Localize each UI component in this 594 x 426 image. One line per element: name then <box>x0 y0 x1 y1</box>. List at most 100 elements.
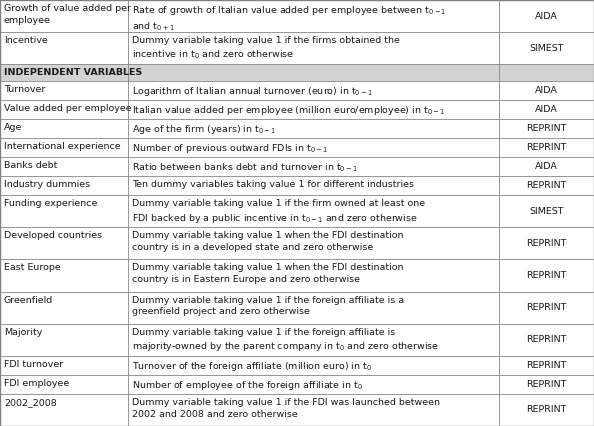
Bar <box>128 291 499 324</box>
Text: REPRINT: REPRINT <box>526 181 567 190</box>
Text: Incentive: Incentive <box>4 36 48 45</box>
Bar <box>499 176 594 195</box>
Text: Dummy variable taking value 1 if the FDI was launched between
2002 and 2008 and : Dummy variable taking value 1 if the FDI… <box>132 398 440 419</box>
Text: Dummy variable taking value 1 if the foreign affiliate is
majority-owned by the : Dummy variable taking value 1 if the for… <box>132 328 439 353</box>
Bar <box>499 227 594 259</box>
Text: SIMEST: SIMEST <box>529 44 564 53</box>
Bar <box>0 32 128 64</box>
Bar <box>0 291 128 324</box>
Text: Ratio between banks debt and turnover in t$_{0-1}$: Ratio between banks debt and turnover in… <box>132 161 358 174</box>
Text: Age of the firm (years) in t$_{0-1}$: Age of the firm (years) in t$_{0-1}$ <box>132 123 276 136</box>
Text: REPRINT: REPRINT <box>526 271 567 280</box>
Text: International experience: International experience <box>4 142 121 151</box>
Bar <box>0 259 128 291</box>
Text: 2002_2008: 2002_2008 <box>4 398 57 407</box>
Bar <box>499 81 594 101</box>
Bar <box>128 138 499 157</box>
Text: REPRINT: REPRINT <box>526 303 567 312</box>
Text: Dummy variable taking value 1 if the firm owned at least one
FDI backed by a pub: Dummy variable taking value 1 if the fir… <box>132 199 425 225</box>
Text: REPRINT: REPRINT <box>526 335 567 344</box>
Bar <box>499 32 594 64</box>
Text: Age: Age <box>4 123 23 132</box>
Bar <box>0 227 128 259</box>
Bar <box>128 375 499 394</box>
Text: Turnover of the foreign affiliate (million euro) in t$_{0}$: Turnover of the foreign affiliate (milli… <box>132 360 372 373</box>
Bar <box>0 119 128 138</box>
Bar <box>499 64 594 81</box>
Text: Majority: Majority <box>4 328 42 337</box>
Text: Rate of growth of Italian value added per employee between t$_{0-1}$
and t$_{0+1: Rate of growth of Italian value added pe… <box>132 4 446 33</box>
Bar <box>128 157 499 176</box>
Bar <box>128 81 499 101</box>
Bar <box>0 195 128 227</box>
Bar <box>128 119 499 138</box>
Text: AIDA: AIDA <box>535 86 558 95</box>
Text: AIDA: AIDA <box>535 105 558 114</box>
Text: East Europe: East Europe <box>4 263 61 272</box>
Bar <box>128 176 499 195</box>
Bar <box>128 356 499 375</box>
Bar <box>0 101 128 119</box>
Text: Funding experience: Funding experience <box>4 199 97 208</box>
Text: Industry dummies: Industry dummies <box>4 180 90 189</box>
Text: Number of previous outward FDIs in t$_{0-1}$: Number of previous outward FDIs in t$_{0… <box>132 142 328 155</box>
Text: Developed countries: Developed countries <box>4 231 102 240</box>
Bar <box>499 394 594 426</box>
Bar <box>128 227 499 259</box>
Text: INDEPENDENT VARIABLES: INDEPENDENT VARIABLES <box>4 69 142 78</box>
Bar <box>499 138 594 157</box>
Bar <box>0 356 128 375</box>
Text: AIDA: AIDA <box>535 12 558 20</box>
Text: FDI turnover: FDI turnover <box>4 360 63 369</box>
Text: Dummy variable taking value 1 when the FDI destination
country is in a developed: Dummy variable taking value 1 when the F… <box>132 231 403 252</box>
Bar <box>0 176 128 195</box>
Bar <box>0 138 128 157</box>
Text: Growth of value added per
employee: Growth of value added per employee <box>4 4 131 25</box>
Text: Italian value added per employee (million euro/employee) in t$_{0-1}$: Italian value added per employee (millio… <box>132 104 445 117</box>
Bar <box>128 101 499 119</box>
Text: Banks debt: Banks debt <box>4 161 58 170</box>
Bar <box>128 324 499 356</box>
Bar <box>0 394 128 426</box>
Text: REPRINT: REPRINT <box>526 143 567 152</box>
Text: REPRINT: REPRINT <box>526 406 567 414</box>
Text: Dummy variable taking value 1 if the firms obtained the
incentive in t$_{0}$ and: Dummy variable taking value 1 if the fir… <box>132 36 400 61</box>
Bar <box>499 324 594 356</box>
Text: Dummy variable taking value 1 when the FDI destination
country is in Eastern Eur: Dummy variable taking value 1 when the F… <box>132 263 403 284</box>
Text: Number of employee of the foreign affiliate in t$_{0}$: Number of employee of the foreign affili… <box>132 379 362 392</box>
Text: SIMEST: SIMEST <box>529 207 564 216</box>
Bar <box>128 64 499 81</box>
Bar <box>499 375 594 394</box>
Bar <box>0 64 128 81</box>
Bar <box>0 81 128 101</box>
Bar <box>0 375 128 394</box>
Text: Dummy variable taking value 1 if the foreign affiliate is a
greenfield project a: Dummy variable taking value 1 if the for… <box>132 296 404 317</box>
Bar <box>128 32 499 64</box>
Bar <box>128 259 499 291</box>
Bar <box>499 0 594 32</box>
Text: REPRINT: REPRINT <box>526 124 567 133</box>
Text: AIDA: AIDA <box>535 162 558 171</box>
Text: REPRINT: REPRINT <box>526 380 567 389</box>
Bar <box>499 356 594 375</box>
Bar <box>0 0 128 32</box>
Text: Logarithm of Italian annual turnover (euro) in t$_{0-1}$: Logarithm of Italian annual turnover (eu… <box>132 86 372 98</box>
Bar <box>499 195 594 227</box>
Bar <box>0 324 128 356</box>
Text: Value added per employee: Value added per employee <box>4 104 132 113</box>
Text: REPRINT: REPRINT <box>526 239 567 248</box>
Text: Greenfield: Greenfield <box>4 296 53 305</box>
Bar <box>128 0 499 32</box>
Bar <box>128 195 499 227</box>
Bar <box>499 119 594 138</box>
Bar <box>0 157 128 176</box>
Bar <box>499 157 594 176</box>
Text: Ten dummy variables taking value 1 for different industries: Ten dummy variables taking value 1 for d… <box>132 180 413 189</box>
Text: Turnover: Turnover <box>4 86 45 95</box>
Text: FDI employee: FDI employee <box>4 379 69 388</box>
Text: REPRINT: REPRINT <box>526 361 567 370</box>
Bar <box>499 291 594 324</box>
Bar <box>128 394 499 426</box>
Bar <box>499 101 594 119</box>
Bar <box>499 259 594 291</box>
